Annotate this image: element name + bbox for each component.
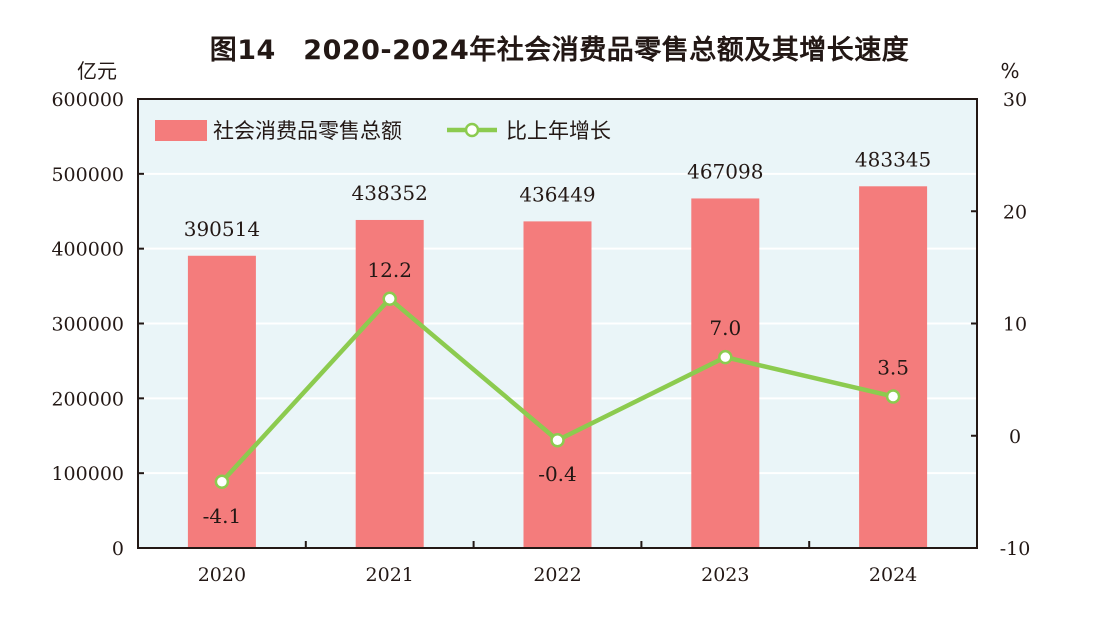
bar-value-label: 436449 <box>519 182 595 206</box>
x-axis-label: 2023 <box>701 564 749 586</box>
growth-point-2021 <box>382 291 397 307</box>
bar-2021 <box>355 219 424 548</box>
x-axis-label: 2021 <box>366 564 414 586</box>
legend-line-label: 比上年增长 <box>506 119 611 143</box>
bar-2022 <box>523 221 592 548</box>
growth-point-2024 <box>885 389 901 404</box>
growth-value-label: 3.5 <box>877 355 909 379</box>
bar-2023 <box>691 198 760 548</box>
growth-point-2022 <box>550 432 565 448</box>
bar-2020 <box>187 255 256 548</box>
left-axis-tick-label: 0 <box>112 538 124 560</box>
left-axis-tick-label: 500000 <box>51 164 124 186</box>
right-axis-tick-label: -10 <box>1000 538 1031 560</box>
right-axis-tick-label: 0 <box>1009 426 1021 448</box>
bar-value-label: 483345 <box>855 147 931 171</box>
growth-value-label: -0.4 <box>538 462 577 486</box>
left-axis-tick-label: 200000 <box>51 388 124 410</box>
growth-point-2023 <box>718 349 733 365</box>
chart-title: 图14 2020-2024年社会消费品零售总额及其增长速度 <box>209 35 910 66</box>
left-axis-tick-label: 100000 <box>51 463 124 485</box>
left-axis-unit: 亿元 <box>77 59 117 83</box>
x-axis-label: 2024 <box>869 564 917 586</box>
x-axis-label: 2020 <box>198 564 246 586</box>
right-axis-tick-label: 10 <box>1003 314 1027 336</box>
legend-line-marker <box>464 122 480 138</box>
left-axis-tick-label: 400000 <box>51 239 124 261</box>
right-axis-tick-label: 30 <box>1003 89 1027 111</box>
legend-bar-label: 社会消费品零售总额 <box>213 119 402 143</box>
bar-value-label: 390514 <box>184 217 260 241</box>
growth-value-label: -4.1 <box>203 504 242 528</box>
growth-point-2020 <box>214 474 230 490</box>
right-axis-tick-label: 20 <box>1003 201 1027 223</box>
left-axis-tick-label: 300000 <box>51 314 124 336</box>
bar-2024 <box>859 186 928 549</box>
legend-bar-swatch <box>155 120 207 141</box>
growth-value-label: 12.2 <box>367 258 412 282</box>
bar-value-label: 467098 <box>687 159 763 183</box>
growth-value-label: 7.0 <box>709 316 741 340</box>
right-axis-unit: % <box>1000 59 1019 83</box>
left-axis-tick-label: 600000 <box>51 89 124 111</box>
x-axis-label: 2022 <box>533 564 581 586</box>
bar-value-label: 438352 <box>352 181 428 205</box>
